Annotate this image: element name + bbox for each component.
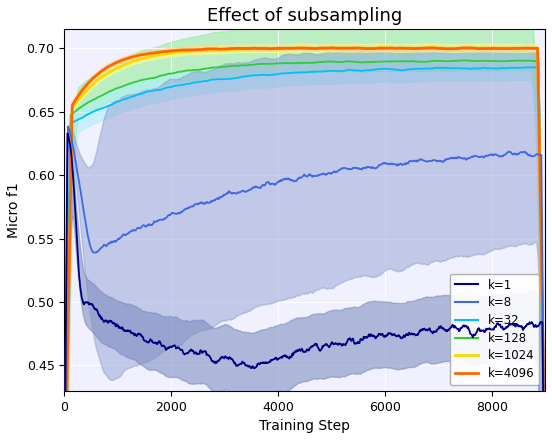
- Y-axis label: Micro f1: Micro f1: [7, 182, 21, 238]
- Legend: k=1, k=8, k=32, k=128, k=1024, k=4096: k=1, k=8, k=32, k=128, k=1024, k=4096: [450, 274, 539, 385]
- Title: Effect of subsampling: Effect of subsampling: [207, 7, 402, 25]
- X-axis label: Training Step: Training Step: [259, 419, 350, 433]
